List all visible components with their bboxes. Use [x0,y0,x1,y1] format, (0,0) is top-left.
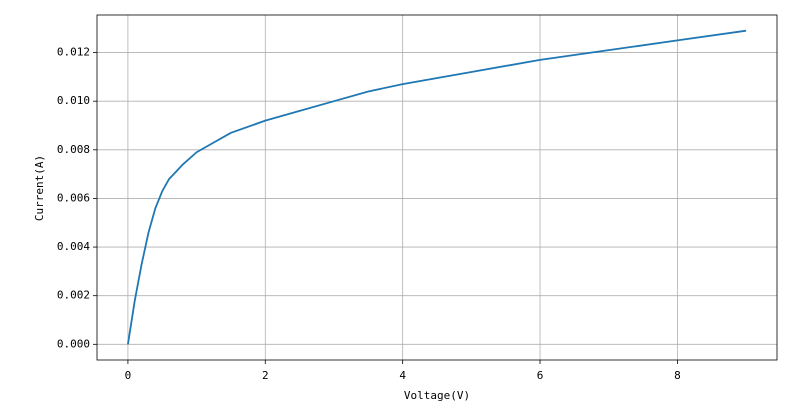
x-axis-label: Voltage(V) [404,389,470,402]
x-tick-label: 4 [399,369,406,382]
y-tick-label: 0.008 [57,143,90,156]
y-tick-label: 0.004 [57,240,90,253]
y-tick-label: 0.010 [57,94,90,107]
x-tick-label: 0 [125,369,132,382]
plot-frame [96,14,778,361]
x-tick-label: 6 [537,369,544,382]
y-tick-label: 0.002 [57,289,90,302]
x-tick-label: 8 [674,369,681,382]
x-tick-label: 2 [262,369,269,382]
y-tick-label: 0.006 [57,191,90,204]
y-axis-label: Current(A) [33,155,46,221]
line-series [127,29,747,345]
y-tick-label: 0.012 [57,46,90,59]
y-tick-label: 0.000 [57,337,90,350]
